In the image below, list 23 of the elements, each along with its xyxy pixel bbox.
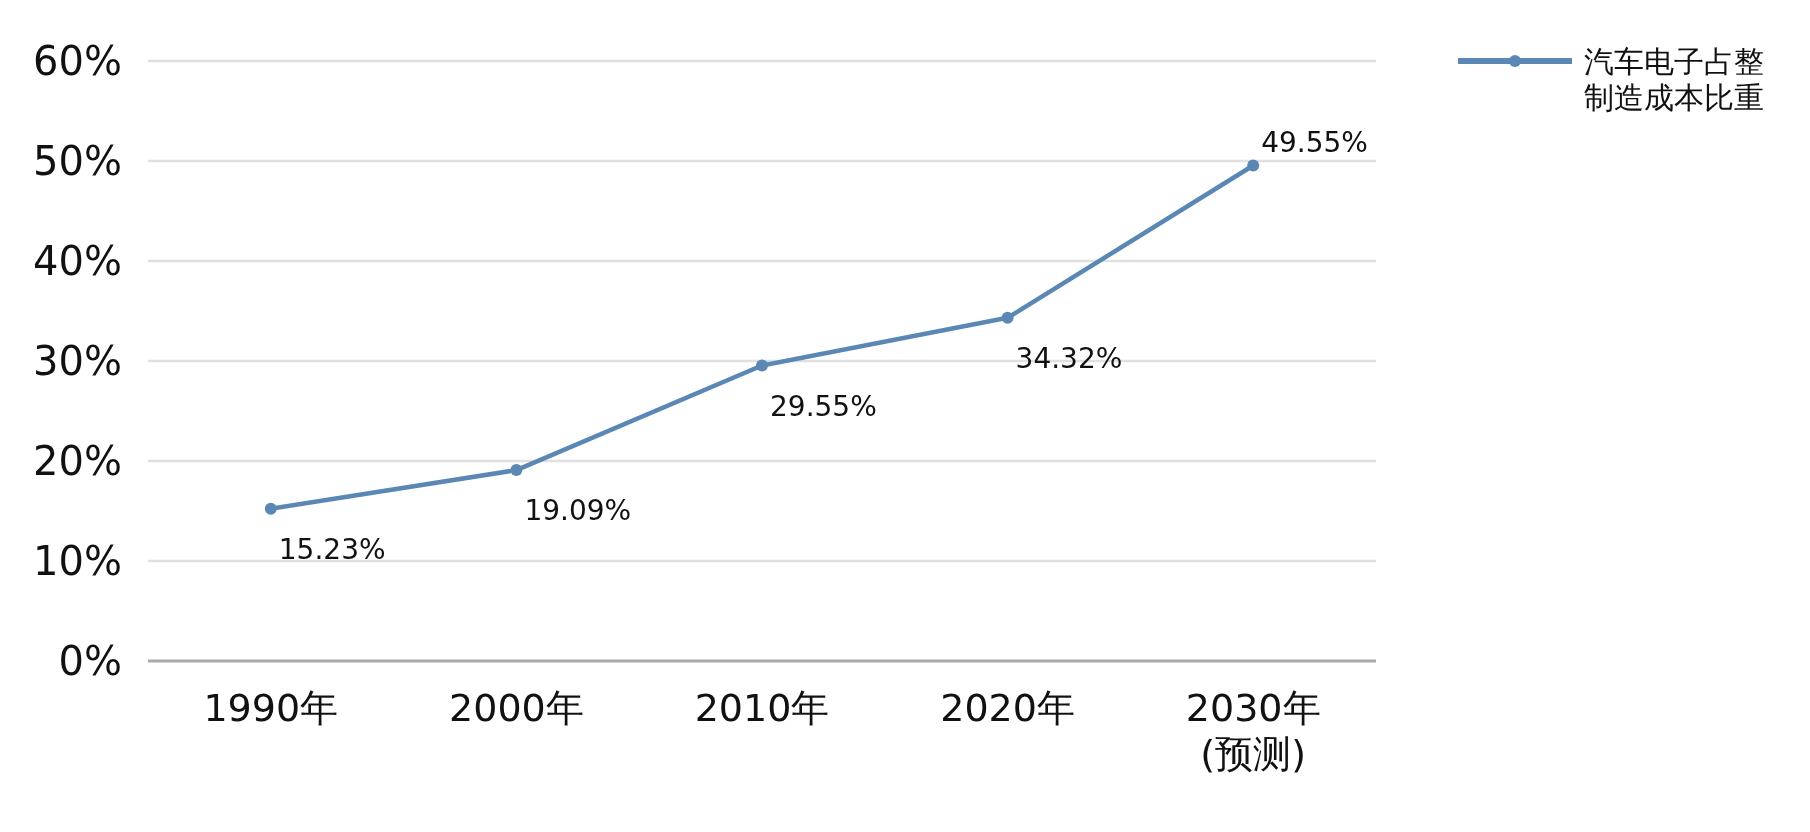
legend-label: 汽车电子占整制造成本比重 [1584,44,1764,115]
y-tick-label: 30% [33,338,122,384]
y-tick-label: 20% [33,438,122,484]
x-tick-label: 1990年 [203,686,339,730]
x-tick-label: 2000年 [449,686,584,730]
y-tick-label: 0% [58,638,122,684]
y-tick-label: 40% [33,238,122,284]
point [756,359,768,372]
point [1247,159,1260,172]
text: 49.55% [1261,125,1368,159]
y-tick-label: 60% [33,38,122,84]
text: 29.55% [770,389,877,423]
point [1001,311,1014,324]
point [510,464,523,477]
text: 15.23% [278,532,386,566]
y-tick-label: 10% [33,538,122,584]
x-tick-label: 2030年 (预测) [1185,686,1321,776]
x-tick-label: 2020年 [940,686,1075,730]
x-tick-label: 2010年 [694,686,830,730]
point [264,502,277,515]
text: 19.09% [524,494,632,528]
y-tick-label: 50% [33,138,122,184]
text: 34.32% [1015,341,1123,375]
